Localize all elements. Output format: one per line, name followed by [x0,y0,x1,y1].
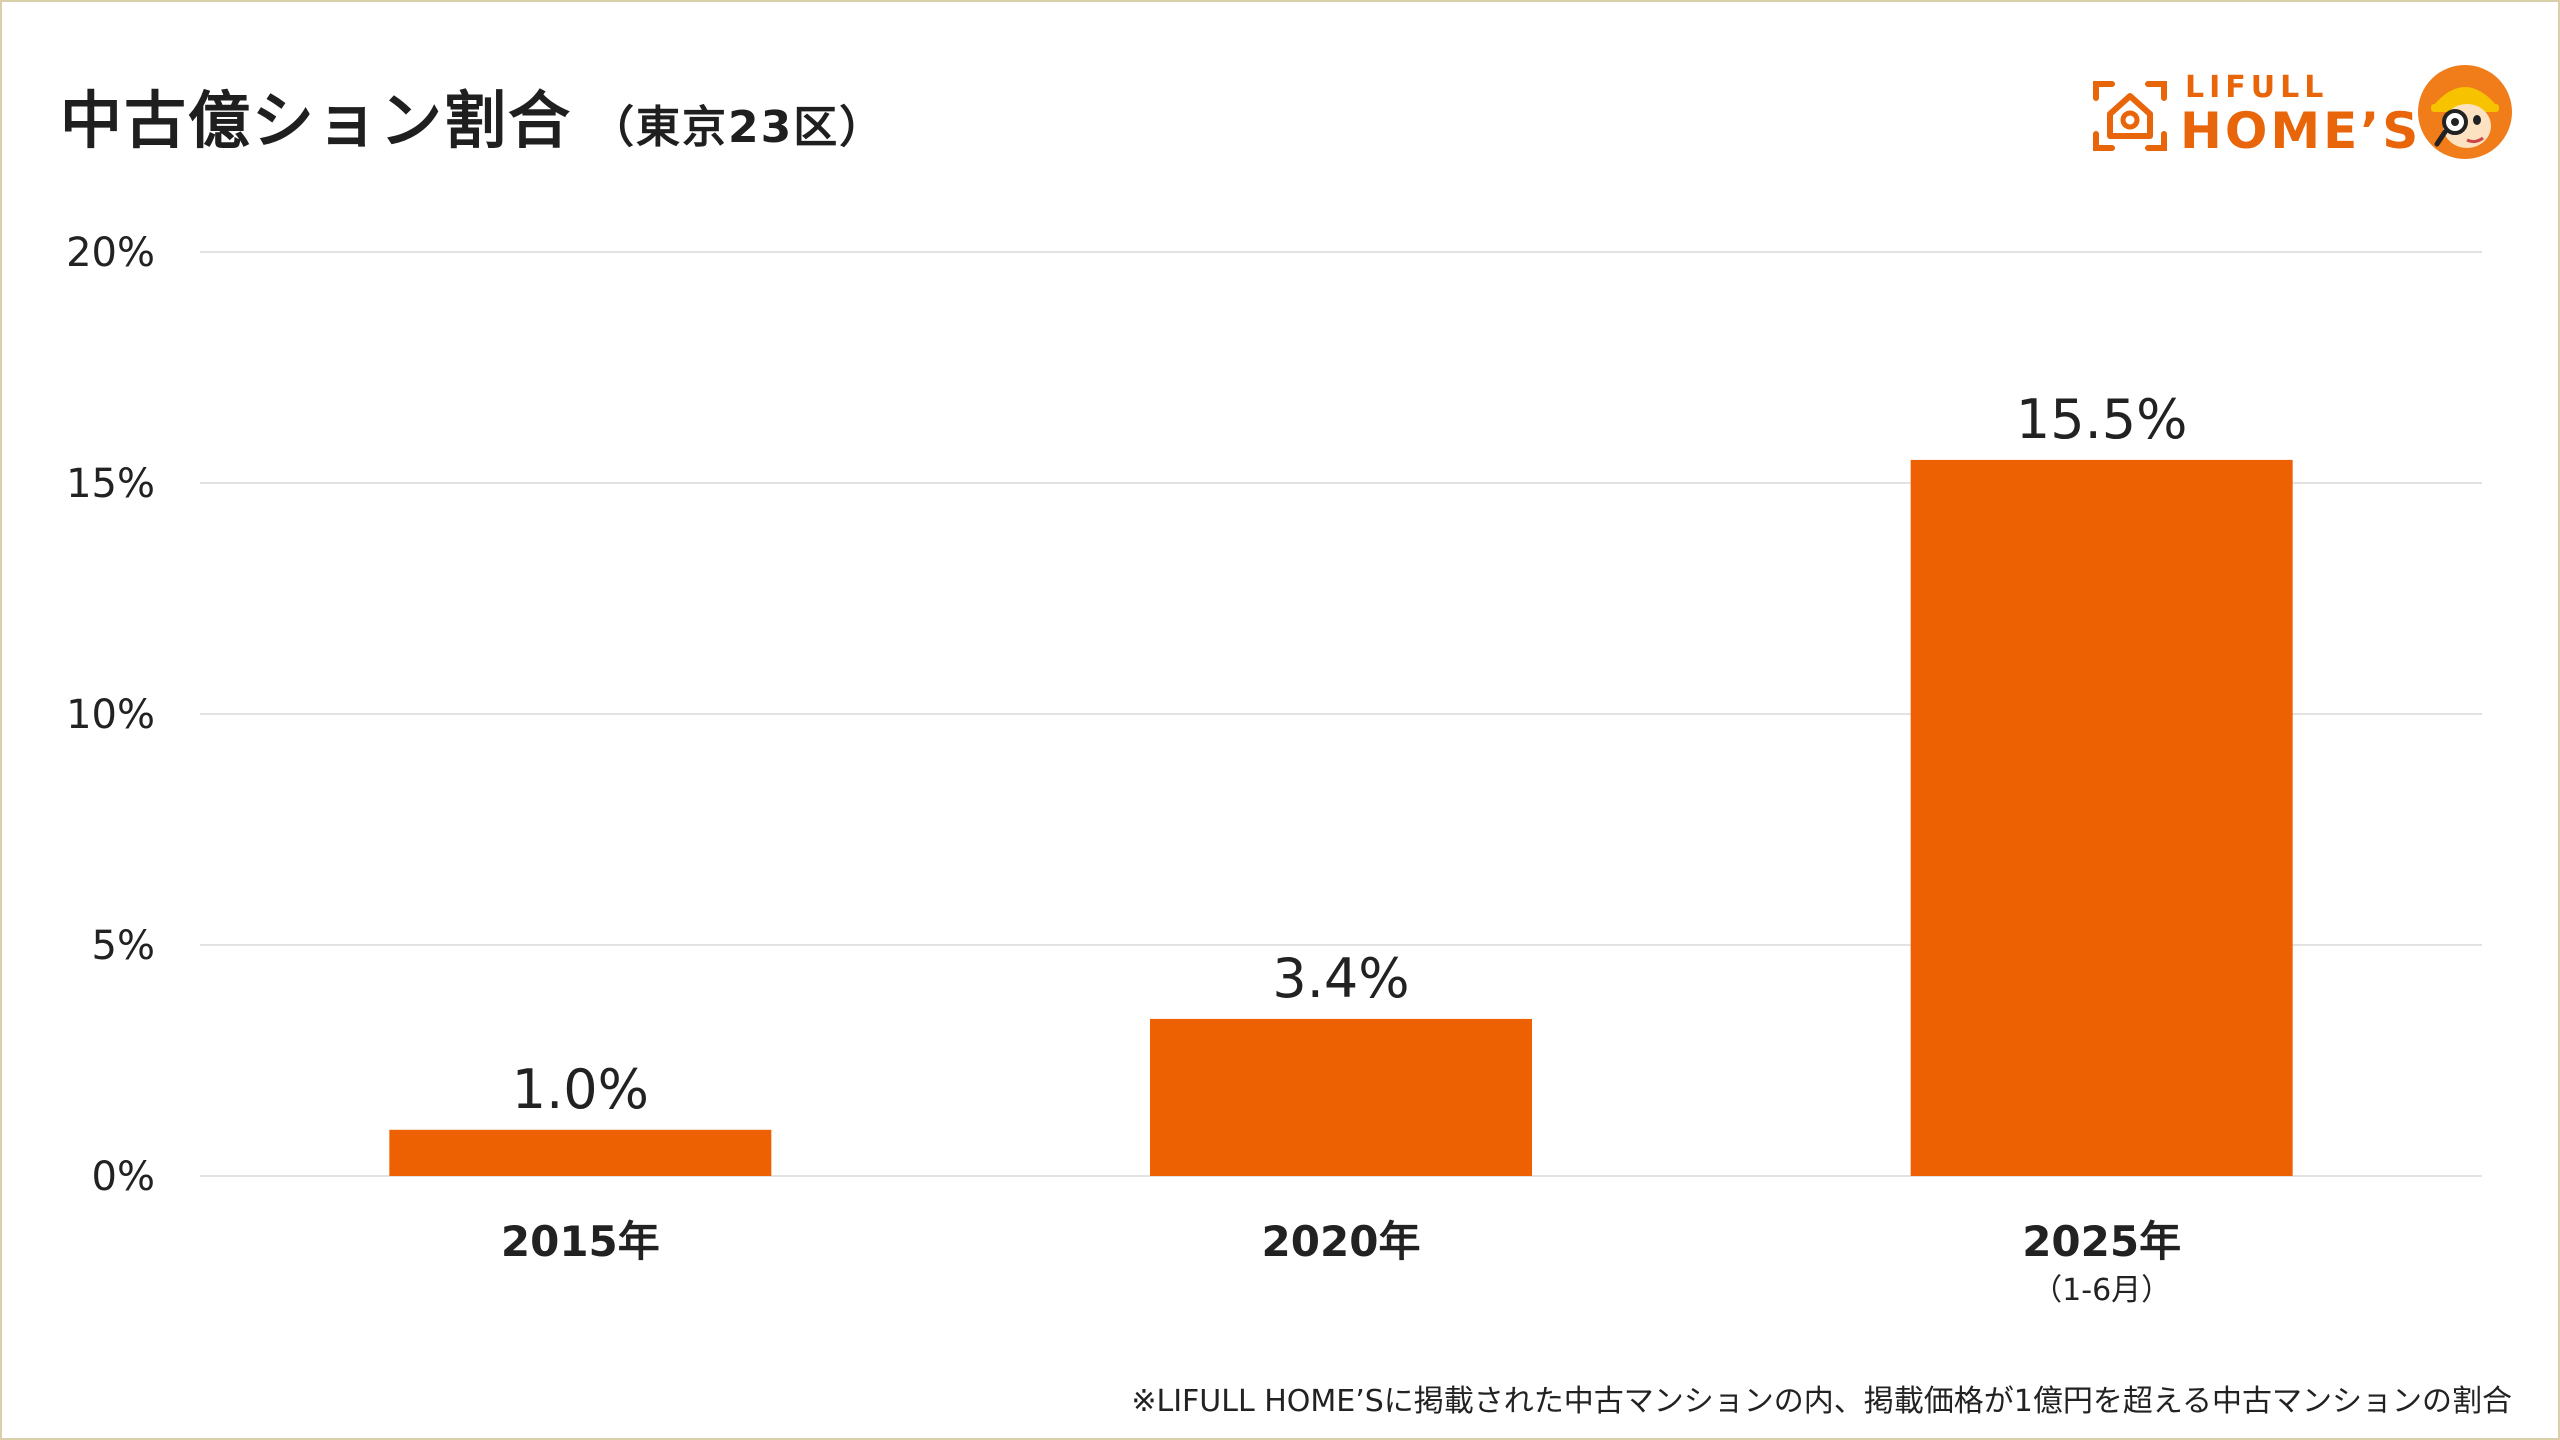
y-tick-label: 20% [66,230,155,276]
y-tick-label: 0% [92,1154,155,1200]
y-axis-ticks: 0% 5% 10% 15% 20% [66,230,155,1200]
title-subtitle: （東京23区） [590,102,886,153]
x-tick-label: 2025年 [2022,1217,2181,1266]
y-tick-label: 15% [66,461,155,507]
bar [389,1129,772,1176]
value-labels: 1.0% 3.4% 15.5% [512,388,2188,1121]
house-icon [2093,81,2167,151]
footnote: ※LIFULL HOME’Sに掲載された中古マンションの内、掲載価格が1億円を超… [1131,1384,2512,1419]
chart-title: 中古億ション割合 （東京23区） [60,70,885,160]
title-text: 中古億ション割合 [60,84,573,157]
data-label: 3.4% [1272,947,1409,1010]
y-tick-label: 5% [92,923,155,969]
bars [389,459,2293,1176]
data-label: 15.5% [2016,388,2188,451]
y-tick-label: 10% [66,692,155,738]
lifull-homes-logo: LIFULL HOME’S [2080,62,2520,172]
x-axis-ticks: 2015年 2020年 2025年 （1-6月） [501,1217,2181,1308]
x-tick-label: 2015年 [501,1217,660,1266]
logo-text-lifull: LIFULL [2185,70,2329,105]
bar [1150,1018,1532,1176]
logo-text-homes: HOME’S [2180,102,2422,160]
x-tick-note: （1-6月） [2032,1273,2171,1308]
data-label: 1.0% [512,1058,649,1121]
mascot-icon [2418,65,2512,159]
bar [1910,459,2293,1176]
x-tick-label: 2020年 [1262,1217,1421,1266]
